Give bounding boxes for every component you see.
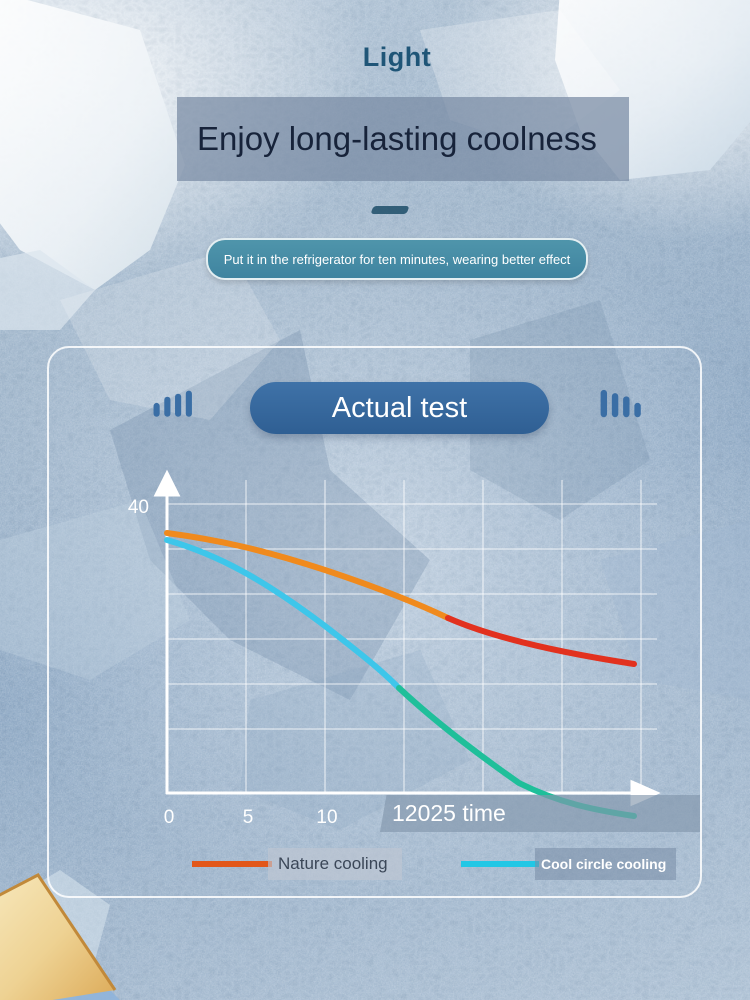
svg-text:10: 10: [316, 807, 337, 828]
svg-text:0: 0: [164, 807, 175, 828]
svg-text:5: 5: [243, 807, 254, 828]
svg-text:40: 40: [128, 497, 149, 518]
